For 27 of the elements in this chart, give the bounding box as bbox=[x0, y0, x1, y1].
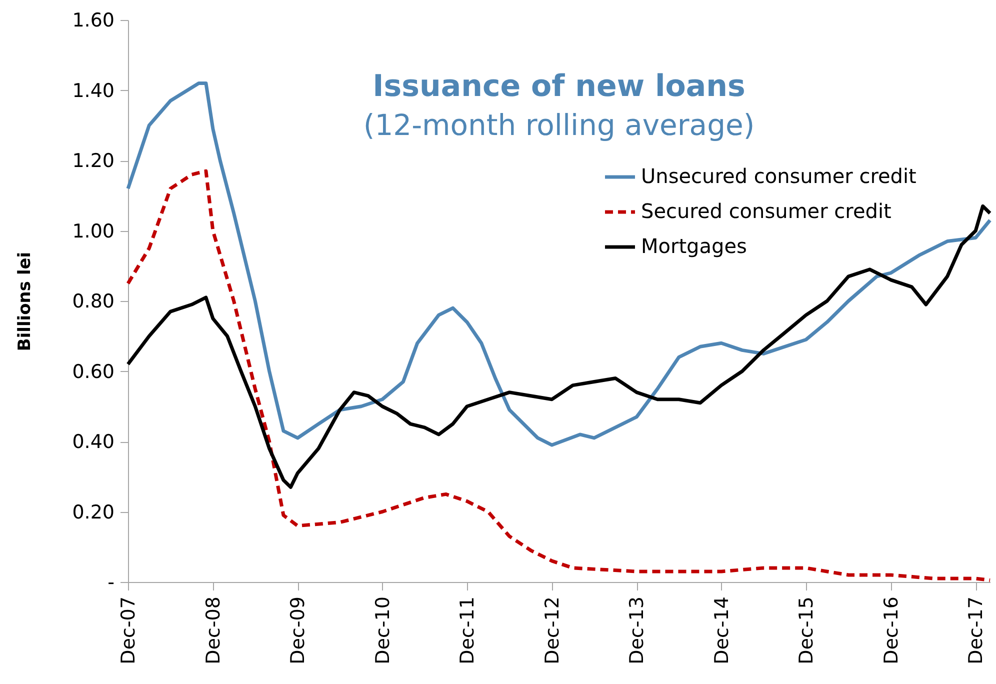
text: Issuance of new loans bbox=[372, 69, 746, 104]
y-tick-label: 0.60 bbox=[72, 360, 114, 383]
x-tick-label: Dec-09 bbox=[287, 596, 310, 664]
y-tick-label: 0.20 bbox=[72, 501, 114, 524]
x-tick-label: Dec-14 bbox=[710, 596, 733, 664]
x-tick-label: Dec-08 bbox=[202, 596, 224, 664]
x-tick-label: Dec-17 bbox=[965, 596, 988, 664]
y-axis-title: Billions lei bbox=[15, 252, 36, 352]
y-tick-label: 1.40 bbox=[72, 80, 114, 102]
x-tick-label: Dec-11 bbox=[456, 596, 478, 664]
y-tick-label: 0.80 bbox=[72, 290, 114, 312]
x-tick-label: Dec-13 bbox=[626, 596, 648, 664]
y-tick-label: 1.00 bbox=[72, 220, 114, 242]
legend-label: Mortgages bbox=[641, 234, 747, 258]
x-tick-label: Dec-15 bbox=[796, 596, 818, 664]
x-tick-label: Dec-12 bbox=[541, 596, 564, 664]
y-tick-label: 1.60 bbox=[72, 10, 114, 32]
x-tick-label: Dec-07 bbox=[118, 596, 140, 664]
y-tick-label: 0.40 bbox=[72, 431, 114, 453]
y-tick-label: 1.20 bbox=[72, 150, 114, 172]
y-tick-label: - bbox=[108, 572, 114, 594]
legend-label: Unsecured consumer credit bbox=[641, 164, 917, 188]
x-tick-label: Dec-10 bbox=[372, 596, 394, 664]
text: (12-month rolling average) bbox=[363, 108, 755, 142]
x-tick-label: Dec-16 bbox=[880, 596, 902, 664]
legend-label: Secured consumer credit bbox=[641, 199, 892, 223]
line-series bbox=[126, 204, 992, 489]
